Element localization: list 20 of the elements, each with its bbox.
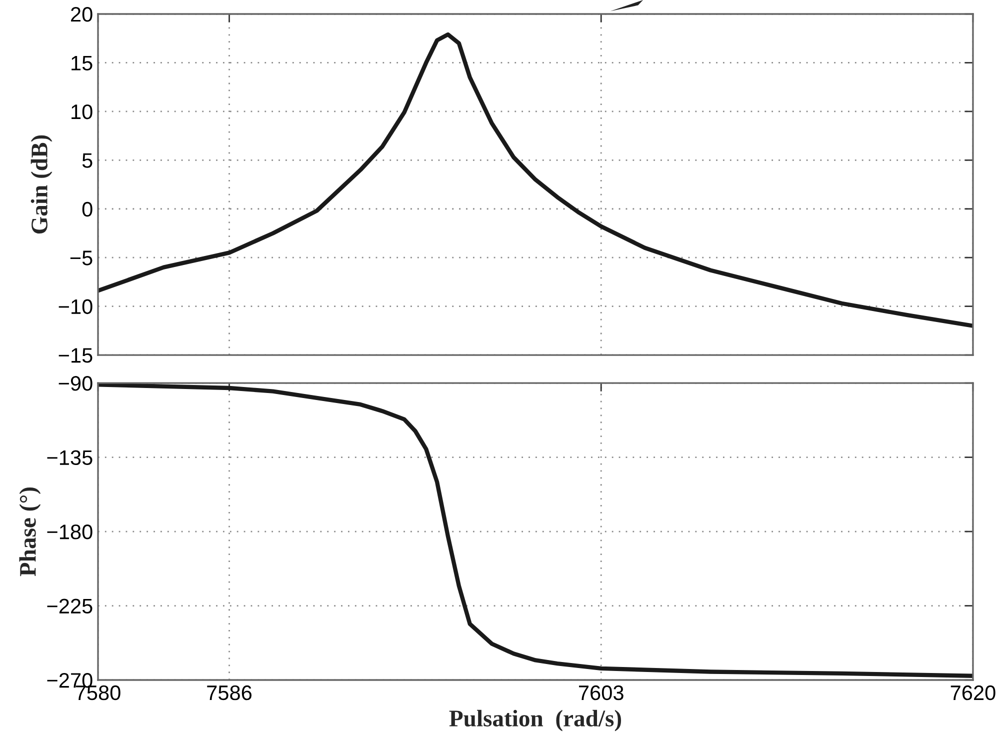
y-tick-label: −5 <box>70 250 92 266</box>
x-axis-title: Pulsation (rad/s) <box>449 710 622 732</box>
line-series <box>98 32 973 328</box>
y-tick-label: −90 <box>58 376 92 391</box>
line-series <box>98 383 973 678</box>
y-tick-label: −15 <box>58 348 92 363</box>
y-axis-title: Gain (dB) <box>30 135 52 234</box>
x-tick-label: 7586 <box>207 685 252 700</box>
y-tick-label: 15 <box>72 56 92 70</box>
y-tick-label: −180 <box>47 524 92 540</box>
y-tick-label: 20 <box>71 7 92 22</box>
x-tick-label: 7603 <box>579 685 624 700</box>
y-tick-label: −135 <box>47 450 92 466</box>
x-tick-label: 7620 <box>950 685 996 700</box>
y-tick-label: 10 <box>72 104 92 120</box>
y-tick-label: 0 <box>82 202 92 217</box>
y-axis-title: Phase (°) <box>19 488 41 576</box>
y-tick-label: 5 <box>82 153 92 168</box>
y-tick-label: −10 <box>58 299 92 314</box>
y-tick-label: −225 <box>47 598 92 614</box>
